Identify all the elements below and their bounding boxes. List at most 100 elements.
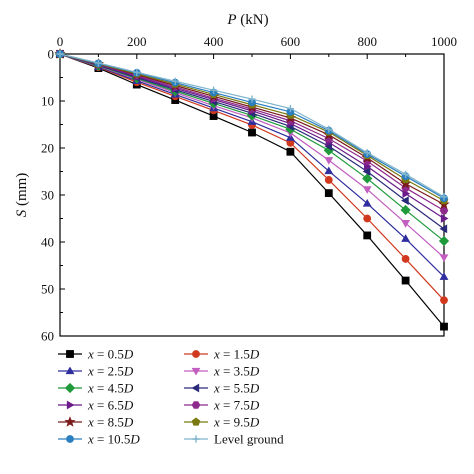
- series-layer: [54, 48, 450, 331]
- series-line: [59, 53, 445, 242]
- x-tick-label: 400: [204, 34, 224, 49]
- legend-label: x = 10.5D: [87, 432, 140, 447]
- data-point: [324, 157, 334, 165]
- y-tick-label: 30: [41, 188, 54, 203]
- series-12: [56, 50, 448, 201]
- data-point: [440, 322, 448, 331]
- data-point: [362, 198, 372, 207]
- data-point: [439, 254, 449, 263]
- legend-swatch-marker: [192, 350, 200, 358]
- series-2: [56, 50, 448, 305]
- data-point: [400, 204, 411, 216]
- data-point: [401, 234, 411, 242]
- series-line: [59, 53, 445, 230]
- x-axis-title: P (kN): [226, 12, 268, 28]
- legend-item: x = 4.5D: [58, 381, 134, 396]
- y-tick-label: 60: [41, 329, 54, 344]
- x-tick-label: 200: [127, 34, 147, 49]
- legend-swatch-marker: [192, 435, 200, 443]
- legend-swatch-marker: [66, 435, 74, 443]
- legend-swatch-marker: [191, 383, 200, 393]
- y-axis-ticks: 0 10 20 30 40 50 60: [41, 47, 65, 344]
- legend-label: x = 1.5D: [213, 347, 260, 362]
- data-point: [210, 86, 218, 94]
- data-point: [363, 231, 372, 240]
- data-point: [324, 189, 333, 198]
- legend-label: x = 2.5D: [87, 364, 134, 379]
- data-point: [439, 272, 449, 280]
- data-point: [440, 296, 448, 305]
- data-point: [325, 125, 333, 133]
- legend-item: x = 8.5D: [58, 415, 134, 430]
- data-point: [401, 196, 409, 206]
- legend-item: x = 0.5D: [58, 347, 134, 362]
- y-tick-label: 0: [48, 47, 55, 62]
- data-point: [133, 68, 141, 76]
- legend-swatch-marker: [66, 400, 75, 410]
- legend-label: x = 4.5D: [87, 381, 134, 396]
- data-point: [363, 214, 372, 223]
- legend-item: x = 3.5D: [184, 364, 260, 379]
- y-tick-label: 20: [41, 141, 54, 156]
- x-tick-label: 1000: [431, 34, 457, 49]
- data-point: [363, 149, 371, 157]
- series-line: [59, 53, 445, 327]
- legend-swatch-marker: [64, 382, 76, 394]
- data-point: [286, 104, 294, 113]
- data-point: [401, 255, 410, 263]
- legend-swatch-marker: [191, 367, 201, 376]
- legend-label: x = 0.5D: [87, 347, 134, 362]
- x-tick-label: 800: [357, 34, 377, 49]
- data-point: [56, 50, 64, 58]
- x-axis-ticks: 0 200 400 600 800 1000: [57, 34, 457, 59]
- data-point: [324, 166, 334, 175]
- x-tick-label: 0: [57, 34, 64, 49]
- legend-item: x = 10.5D: [58, 432, 140, 447]
- legend-item: x = 1.5D: [184, 347, 260, 362]
- data-point: [362, 173, 373, 184]
- legend-swatch-marker: [191, 401, 201, 409]
- legend-swatch-marker: [64, 416, 76, 427]
- legend-item: x = 9.5D: [184, 415, 260, 430]
- data-point: [440, 193, 448, 201]
- legend-label: x = 3.5D: [213, 364, 260, 379]
- x-tick-label: 600: [281, 34, 301, 49]
- legend-item: x = 2.5D: [58, 364, 134, 379]
- legend-swatch-marker: [66, 350, 74, 358]
- legend-label: x = 8.5D: [87, 415, 134, 430]
- legend-item: Level ground: [184, 432, 284, 447]
- legend-label: Level ground: [214, 432, 284, 447]
- y-tick-label: 50: [41, 282, 54, 297]
- series-1: [56, 50, 448, 331]
- legend-swatch-marker: [65, 366, 75, 375]
- y-axis-title: S (mm): [14, 173, 30, 218]
- data-point: [439, 224, 448, 234]
- data-point: [401, 220, 411, 228]
- legend-item: x = 7.5D: [184, 398, 260, 413]
- legend-label: x = 9.5D: [213, 415, 260, 430]
- data-point: [362, 186, 372, 194]
- legend-label: x = 5.5D: [213, 381, 260, 396]
- series-5: [54, 48, 450, 247]
- data-point: [440, 214, 449, 223]
- data-point: [362, 167, 371, 176]
- data-point: [286, 147, 295, 156]
- data-point: [324, 176, 333, 184]
- data-point: [402, 170, 410, 178]
- legend-label: x = 6.5D: [87, 398, 134, 413]
- data-point: [171, 77, 179, 85]
- data-point: [248, 128, 256, 137]
- series-line: [59, 53, 445, 258]
- data-point: [401, 276, 410, 285]
- legend-swatch-marker: [191, 417, 201, 426]
- series-6: [55, 49, 448, 234]
- legend: x = 0.5D x = 1.5D x = 2.5D x = 3.5D x = 4.5D…: [58, 347, 284, 447]
- y-tick-label: 40: [41, 235, 54, 250]
- data-point: [438, 235, 450, 247]
- data-point: [248, 95, 256, 103]
- legend-item: x = 6.5D: [58, 398, 134, 413]
- legend-item: x = 5.5D: [184, 381, 260, 396]
- y-tick-label: 10: [41, 94, 54, 109]
- series-line: [59, 53, 445, 301]
